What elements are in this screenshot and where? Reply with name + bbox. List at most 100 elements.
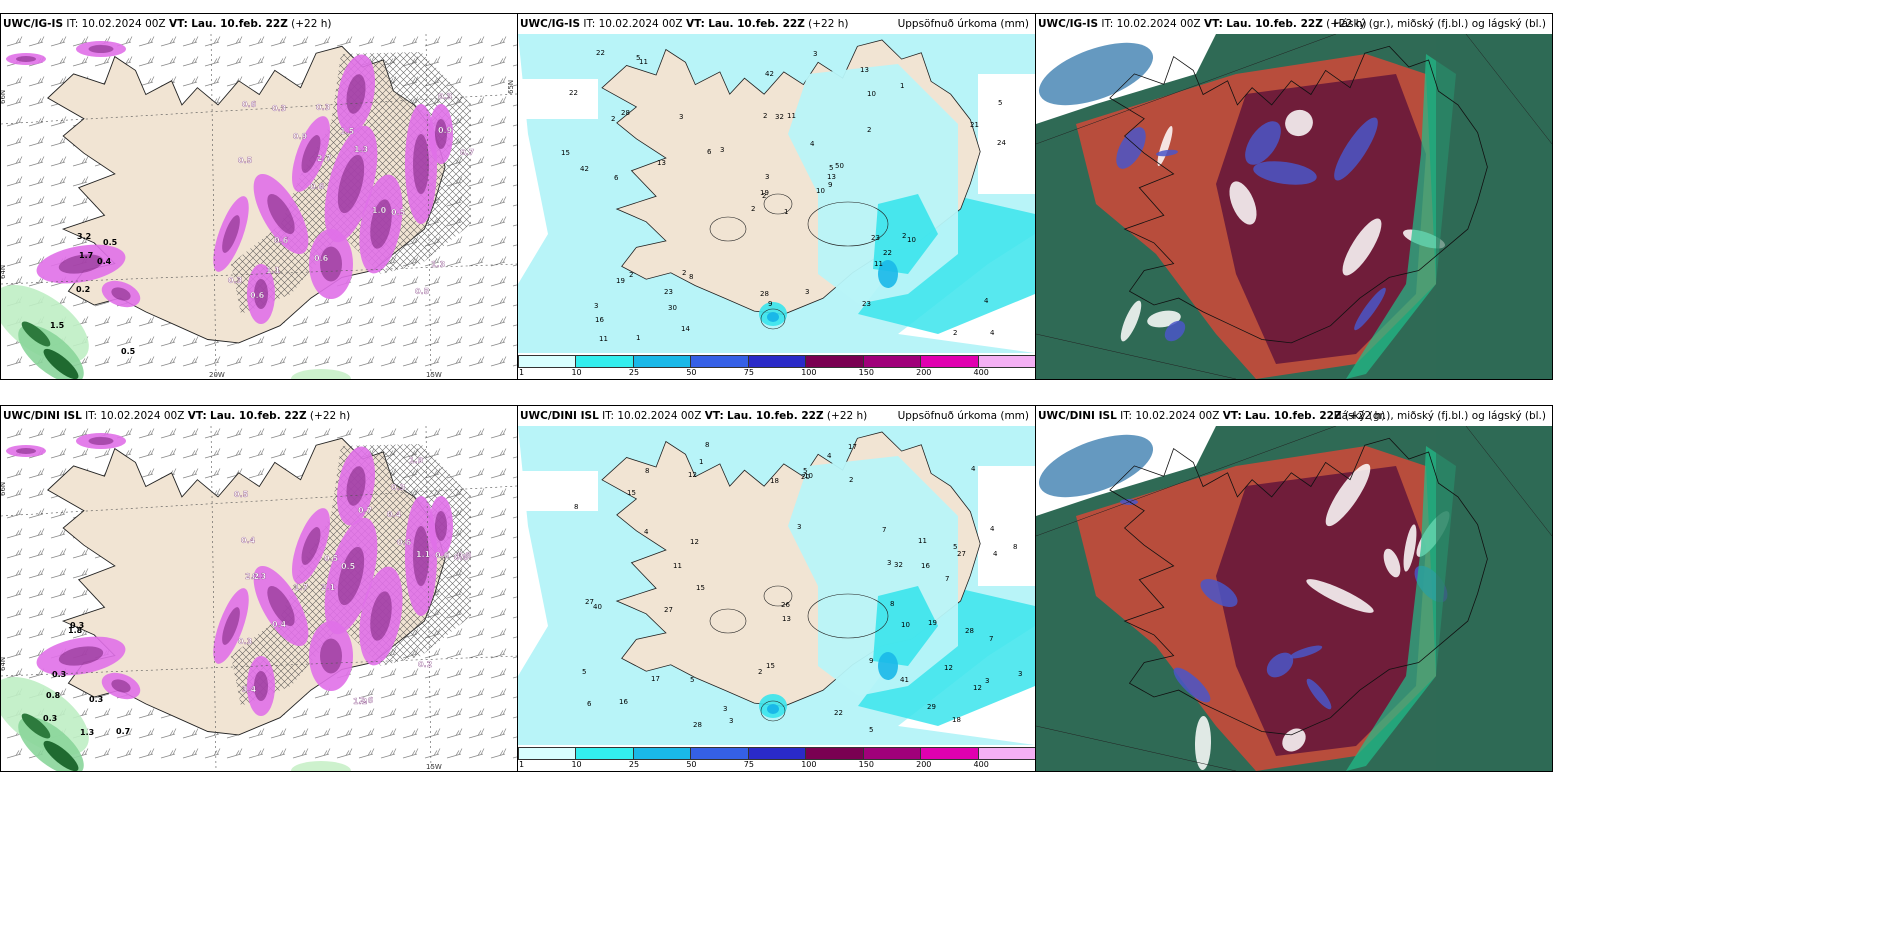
precip-value-label: 6 bbox=[614, 174, 619, 182]
wind-barb-icon bbox=[358, 296, 375, 307]
precip-value-label: 8 bbox=[705, 441, 709, 449]
wind-barb-icon bbox=[424, 36, 441, 47]
precip-value-label: 18 bbox=[952, 716, 961, 724]
rain-area bbox=[291, 761, 351, 771]
glacier-outline bbox=[763, 193, 793, 215]
wind-barb-icon bbox=[50, 548, 67, 559]
precip-value-label: 2 bbox=[629, 271, 633, 279]
wind-barb-icon bbox=[490, 508, 507, 519]
wind-barb-icon bbox=[6, 608, 23, 619]
wind-barb-icon bbox=[358, 748, 375, 759]
wind-barb-icon bbox=[490, 628, 507, 639]
precip-value-label: 1 bbox=[699, 458, 703, 466]
precip-legend: 1 10 25 50 75 100 150 200 400 bbox=[518, 745, 1035, 771]
precip-value-label: 42 bbox=[580, 165, 589, 173]
precip-value-label: 7 bbox=[945, 575, 949, 583]
wind-barb-icon bbox=[50, 568, 67, 579]
panel-top-clouds: UWC/IG-IS IT: 10.02.2024 00Z VT: Lau. 10… bbox=[1035, 13, 1553, 380]
wind-barb-icon bbox=[380, 728, 397, 739]
wind-barb-icon bbox=[292, 728, 309, 739]
wind-barb-icon bbox=[490, 468, 507, 479]
wind-barb-icon bbox=[138, 428, 155, 439]
wind-barb-icon bbox=[490, 176, 507, 187]
wind-barb-icon bbox=[490, 548, 507, 559]
precip-value-label: 2 bbox=[762, 192, 766, 200]
wind-barb-icon bbox=[336, 356, 353, 367]
precip-value-label: 8 bbox=[1013, 543, 1017, 551]
wind-barb-icon bbox=[468, 76, 485, 87]
precip-value-label: 22 bbox=[569, 89, 578, 97]
precip-value-label: 9 bbox=[828, 181, 832, 189]
wind-barb-icon bbox=[490, 116, 507, 127]
wind-barb-icon bbox=[468, 588, 485, 599]
wind-barb-icon bbox=[402, 316, 419, 327]
wind-barb-icon bbox=[468, 728, 485, 739]
precip-value-label: 0.4 bbox=[387, 510, 402, 519]
wind-barb-icon bbox=[358, 316, 375, 327]
wind-barb-icon bbox=[512, 676, 517, 679]
map-area: 12 4 3 3 6 1 5 5 4 4 4 8 7 3 5 15 12 12 15 27 27 40 22 3 3 2 4 2 7 3 2… bbox=[518, 426, 1035, 745]
wind-barb-icon bbox=[336, 748, 353, 759]
precip-value-label: 2 bbox=[682, 269, 686, 277]
wind-barb-icon bbox=[182, 336, 199, 347]
latitude-line bbox=[1, 485, 517, 517]
wind-barb-icon bbox=[512, 124, 517, 127]
wind-barb-icon bbox=[6, 748, 23, 759]
precip-value-label: 15 bbox=[766, 662, 775, 670]
wind-barb-icon bbox=[380, 356, 397, 367]
wind-barb-icon bbox=[182, 56, 199, 67]
legend-swatch bbox=[632, 355, 692, 368]
wind-barb-icon bbox=[512, 364, 517, 367]
wind-barb-icon bbox=[6, 136, 23, 147]
wind-barb-icon bbox=[50, 76, 67, 87]
wind-barb-icon bbox=[402, 688, 419, 699]
grid-line bbox=[1036, 34, 1337, 145]
grid-line bbox=[1036, 725, 1237, 771]
cloud-area bbox=[1116, 127, 1146, 169]
wind-barb-icon bbox=[490, 688, 507, 699]
wind-barb-icon bbox=[50, 428, 67, 439]
precip-value-label: 27 bbox=[664, 606, 673, 614]
lon-label: 15W bbox=[426, 371, 442, 379]
field-label: Háský (gr.), miðský (fj.bl.) og lágský (… bbox=[1333, 410, 1546, 422]
grid-line bbox=[1465, 34, 1552, 145]
precip-value-label: 1.3 bbox=[354, 145, 368, 154]
map-area: 1 2 2 3 5 8 13 11 10 10 11 4 6 5 2 2 1 2 4 2 3 16 30 32 50 10 28 42… bbox=[518, 34, 1035, 353]
snow-area bbox=[320, 638, 342, 674]
wind-barb-icon bbox=[292, 356, 309, 367]
wind-barb-icon bbox=[402, 668, 419, 679]
wind-barb-icon bbox=[468, 548, 485, 559]
precip-value-label: 5 bbox=[636, 54, 640, 62]
wind-barb-icon bbox=[490, 608, 507, 619]
precip-value-label: 12 bbox=[973, 684, 982, 692]
wind-barb-icon bbox=[446, 708, 463, 719]
precip-value-label: 4 bbox=[990, 525, 995, 533]
precip-value-label: 10 bbox=[816, 187, 825, 195]
precip-value-label: 14 bbox=[681, 325, 690, 333]
precip-value-label: 10 bbox=[804, 472, 813, 480]
cloud-area bbox=[1342, 218, 1382, 276]
legend-swatch bbox=[747, 747, 807, 760]
legend-tick-label: 75 bbox=[743, 368, 754, 377]
precip-value-label: 1.0 bbox=[372, 206, 387, 215]
wind-barb-icon bbox=[446, 668, 463, 679]
legend-swatch bbox=[690, 355, 749, 368]
cloud-area bbox=[1266, 652, 1294, 678]
wind-barb-icon bbox=[336, 36, 353, 47]
latitude-line bbox=[1, 655, 517, 677]
precip-area bbox=[878, 652, 898, 680]
wind-barb-icon bbox=[6, 176, 23, 187]
wind-barb-icon bbox=[446, 428, 463, 439]
wind-barb-icon bbox=[402, 296, 419, 307]
wind-barb-icon bbox=[204, 36, 221, 47]
wind-barb-icon bbox=[424, 256, 441, 267]
precip-value-label: 1.2 bbox=[353, 697, 367, 706]
precip-value-label: 17 bbox=[651, 675, 660, 683]
wind-barb-icon bbox=[50, 176, 67, 187]
wind-barb-icon bbox=[402, 336, 419, 347]
precip-value-label: 2 bbox=[611, 115, 615, 123]
wind-barb-icon bbox=[28, 548, 45, 559]
precip-value-label: 1 bbox=[636, 334, 640, 342]
wind-barb-icon bbox=[50, 36, 67, 47]
iceland-outline bbox=[1109, 437, 1488, 736]
